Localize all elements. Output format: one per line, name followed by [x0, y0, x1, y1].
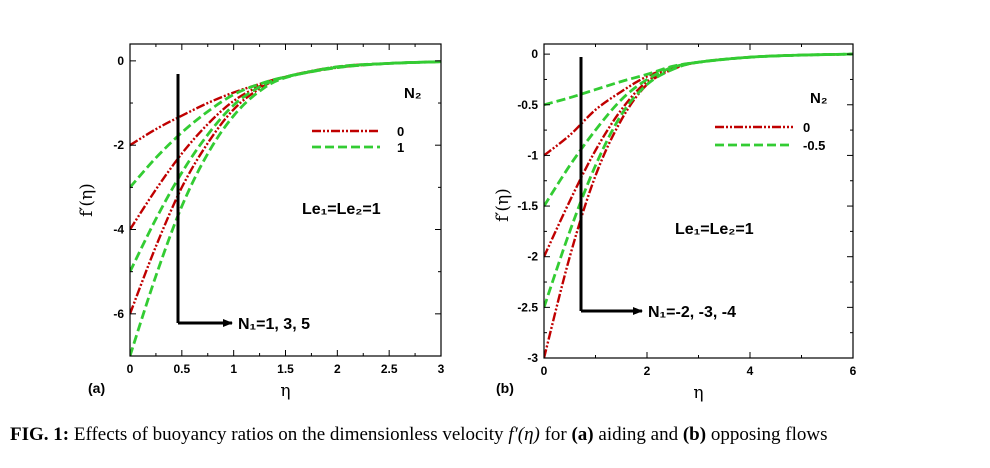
x-tick-label: 3: [438, 362, 445, 376]
x-tick-label: 2: [644, 364, 651, 378]
x-tick-label: 1.5: [277, 362, 294, 376]
y-tick-label: -1: [527, 148, 538, 162]
y-tick-label: -0.5: [517, 98, 538, 112]
y-axis-label: f′(η): [493, 188, 513, 222]
y-tick-label: -4: [113, 223, 124, 237]
legend-item-label: 1: [397, 140, 404, 155]
x-axis-label: η: [693, 383, 703, 403]
legend-item-label: -0.5: [803, 138, 825, 153]
caption-text-3: aiding and: [593, 424, 683, 445]
panel-label: (a): [88, 380, 105, 396]
series-group: [130, 60, 441, 356]
y-tick-label: 0: [531, 47, 538, 61]
figure-canvas: 0 0.5 1 1.5 2 2.5 30-2-4-6ηf′(η)(a)N₂01Le₁=Le₂…: [77, 43, 857, 403]
caption-text-2: for: [539, 424, 572, 445]
x-tick-label: 6: [850, 364, 857, 378]
caption-part-b: (b): [682, 424, 707, 445]
caption-math: f′(η): [508, 424, 540, 445]
caption-text-4: opposing flows: [706, 424, 828, 445]
legend-title: N₂: [404, 85, 422, 102]
chart-panel-a: 0 0.5 1 1.5 2 2.5 30-2-4-6ηf′(η)(a)N₂01Le₁=Le₂…: [77, 43, 445, 401]
caption-label: FIG. 1:: [10, 424, 70, 445]
caption-text-1: Effects of buoyancy ratios on the dimens…: [69, 424, 509, 445]
y-tick-label: -2.5: [517, 300, 538, 314]
figure-caption: FIG. 1: Effects of buoyancy ratios on th…: [10, 424, 985, 446]
x-tick-label: 4: [747, 364, 754, 378]
x-tick-label: 1: [230, 362, 237, 376]
caption-part-a: (a): [571, 424, 594, 445]
annotation-text: Le₁=Le₂=1: [302, 201, 381, 218]
y-axis-label: f′(η): [77, 183, 97, 217]
annotation-text: Le₁=Le₂=1: [675, 221, 754, 238]
legend-item-label: 0: [397, 124, 404, 139]
series-line-6: [544, 52, 853, 308]
series-line-6: [130, 60, 441, 356]
legend-item-label: 0: [803, 120, 810, 135]
arrow-label: N₁=1, 3, 5: [238, 316, 310, 333]
y-tick-label: -3: [527, 351, 538, 365]
y-tick-label: -2: [527, 250, 538, 264]
x-tick-label: 0: [127, 362, 134, 376]
arrow-label: N₁=-2, -3, -4: [648, 304, 736, 321]
x-tick-label: 2: [334, 362, 341, 376]
series-group: [544, 52, 853, 358]
x-tick-label: 0.5: [173, 362, 190, 376]
y-tick-label: -6: [113, 307, 124, 321]
panel-label: (b): [496, 380, 514, 396]
x-tick-label: 0: [541, 364, 548, 378]
x-tick-label: 2.5: [381, 362, 398, 376]
series-line-5: [544, 52, 853, 207]
legend-title: N₂: [810, 90, 828, 107]
series-line-5: [130, 60, 441, 273]
y-tick-label: 0: [117, 54, 124, 68]
y-tick-label: -1.5: [517, 199, 538, 213]
x-axis-label: η: [280, 381, 290, 401]
chart-panel-b: 0 2 4 60-0.5-1-1.5-2-2.5-3ηf′(η)(b)N₂0-0.5L…: [493, 43, 857, 403]
y-tick-label: -2: [113, 138, 124, 152]
